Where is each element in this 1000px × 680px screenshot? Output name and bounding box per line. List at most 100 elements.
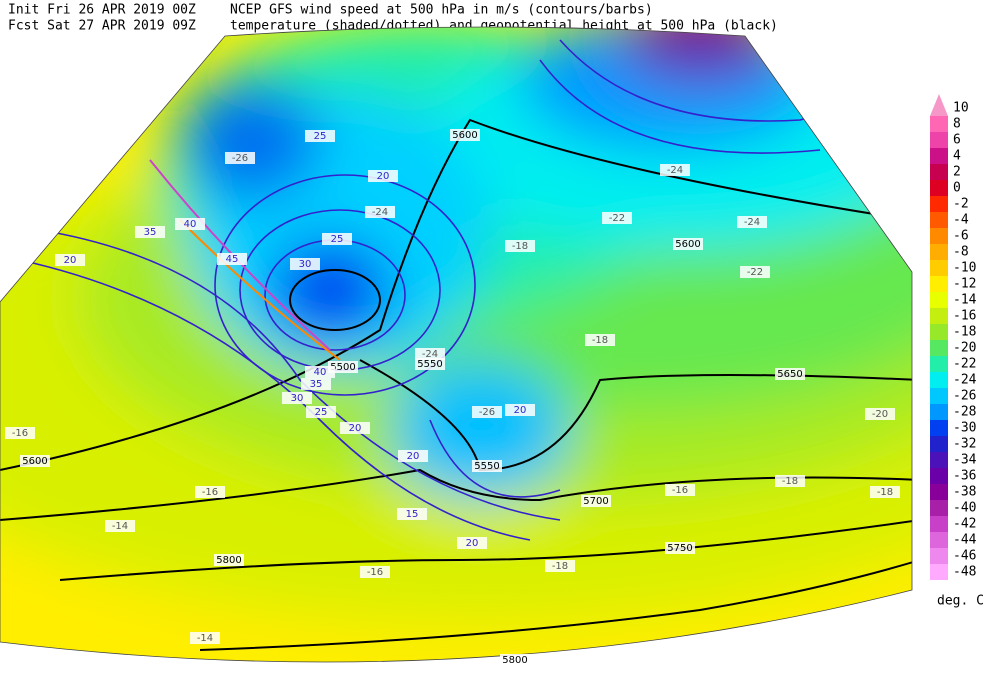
height-label-box	[665, 542, 695, 554]
colorbar-label: -30	[953, 421, 976, 436]
colorbar-swatch	[930, 308, 948, 324]
temperature-label: -14	[112, 521, 128, 532]
height-label-box	[500, 654, 530, 666]
init-time: Init Fri 26 APR 2019 00Z	[8, 3, 196, 18]
wind-label-box	[135, 226, 165, 238]
colorbar-swatch	[930, 500, 948, 516]
height-label: 5600	[22, 456, 47, 467]
temperature-label-box	[660, 164, 690, 176]
colorbar-swatch	[930, 340, 948, 356]
temperature-label: -16	[12, 428, 28, 439]
temperature-label-box	[365, 206, 395, 218]
temperature-label: -22	[747, 267, 763, 278]
temperature-label-box	[472, 406, 502, 418]
temperature-label-box	[585, 334, 615, 346]
wind-label: 40	[314, 367, 327, 378]
colorbar-swatch	[930, 148, 948, 164]
wind-label-box	[305, 130, 335, 142]
wind-label-box	[175, 218, 205, 230]
temperature-label: -16	[367, 567, 383, 578]
temperature-label-box	[105, 520, 135, 532]
colorbar-swatch	[930, 420, 948, 436]
colorbar-swatch	[930, 228, 948, 244]
wind-label: 20	[377, 171, 390, 182]
colorbar-label: -18	[953, 325, 976, 340]
wind-label: 25	[331, 234, 344, 245]
temperature-label-box	[740, 266, 770, 278]
colorbar-label: -26	[953, 389, 976, 404]
colorbar-swatch	[930, 292, 948, 308]
colorbar-label: -32	[953, 437, 976, 452]
colorbar-swatch	[930, 180, 948, 196]
wind-label-box	[282, 392, 312, 404]
wind-label: 30	[299, 259, 312, 270]
wind-label: 20	[466, 538, 479, 549]
height-label-box	[214, 554, 244, 566]
forecast-time: Fcst Sat 27 APR 2019 09Z	[8, 19, 196, 34]
height-label: 5550	[417, 359, 442, 370]
height-label: 5650	[777, 369, 802, 380]
wind-label: 40	[184, 219, 197, 230]
temperature-label: -18	[512, 241, 528, 252]
colorbar-label: -22	[953, 357, 976, 372]
colorbar-swatch	[930, 260, 948, 276]
wind-label: 25	[315, 407, 328, 418]
height-label-box	[775, 368, 805, 380]
colorbar-label: 4	[953, 149, 961, 164]
wind-label: 35	[310, 379, 323, 390]
colorbar-swatch	[930, 532, 948, 548]
map-title: NCEP GFS wind speed at 500 hPa in m/s (c…	[230, 3, 653, 18]
wind-label: 20	[64, 255, 77, 266]
colorbar-swatch	[930, 276, 948, 292]
temperature-label: -20	[872, 409, 888, 420]
temperature-label: -24	[744, 217, 760, 228]
colorbar-swatch	[930, 372, 948, 388]
wind-label-box	[322, 233, 352, 245]
colorbar-label: 2	[953, 165, 961, 180]
temperature-label-box	[505, 240, 535, 252]
wind-label-box	[55, 254, 85, 266]
colorbar-label: -2	[953, 197, 969, 212]
height-label-box	[415, 358, 445, 370]
colorbar-swatch	[930, 468, 948, 484]
wind-label: 20	[514, 405, 527, 416]
colorbar-label: 6	[953, 133, 961, 148]
temperature-label: -24	[422, 349, 438, 360]
wind-label: 25	[314, 131, 327, 142]
colorbar-label: -42	[953, 517, 976, 532]
height-label: 5700	[583, 496, 608, 507]
colorbar-label: 8	[953, 117, 961, 132]
colorbar-label: -36	[953, 469, 976, 484]
height-label: 5750	[667, 543, 692, 554]
temperature-label: -26	[232, 153, 248, 164]
colorbar-swatch	[930, 356, 948, 372]
colorbar-swatch	[930, 516, 948, 532]
temperature-label: -16	[202, 487, 218, 498]
wind-label-box	[397, 508, 427, 520]
height-label-box	[472, 460, 502, 472]
temperature-label-box	[190, 632, 220, 644]
wind-label-box	[398, 450, 428, 462]
height-label-box	[328, 361, 358, 373]
colorbar-label: -16	[953, 309, 976, 324]
wind-label: 15	[406, 509, 419, 520]
colorbar-label: -44	[953, 533, 977, 548]
temperature-label: -18	[782, 476, 798, 487]
wind-label-box	[340, 422, 370, 434]
temperature-label-box	[865, 408, 895, 420]
temperature-label-box	[665, 484, 695, 496]
height-label: 5800	[502, 655, 527, 666]
colorbar-swatch	[930, 436, 948, 452]
colorbar-swatch	[930, 132, 948, 148]
colorbar-cap	[930, 94, 948, 116]
height-label: 5600	[675, 239, 700, 250]
temperature-label: -26	[479, 407, 495, 418]
colorbar-swatch	[930, 548, 948, 564]
colorbar-swatch	[930, 196, 948, 212]
temperature-label: -18	[877, 487, 893, 498]
temperature-label-box	[5, 427, 35, 439]
colorbar-label: -14	[953, 293, 977, 308]
height-label-box	[673, 238, 703, 250]
